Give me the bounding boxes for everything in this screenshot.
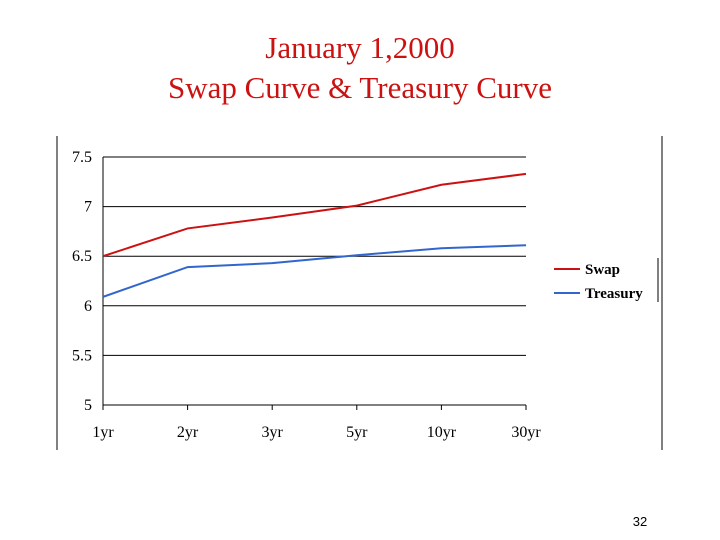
series-line-swap xyxy=(102,172,527,258)
legend-label-swap: Swap xyxy=(585,262,620,278)
y-tick-label: 6 xyxy=(84,298,92,315)
slide-title: January 1,2000 Swap Curve & Treasury Cur… xyxy=(0,28,720,108)
x-tick-label: 10yr xyxy=(427,424,457,441)
title-line-2: Swap Curve & Treasury Curve xyxy=(167,70,553,105)
x-tick-label: 1yr xyxy=(92,424,114,441)
x-tick-label: 2yr xyxy=(177,424,199,441)
y-tick-label: 5.5 xyxy=(72,347,92,364)
legend-label-treasury: Treasury xyxy=(585,286,643,302)
y-tick-label: 7.5 xyxy=(72,149,92,166)
y-tick-label: 5 xyxy=(84,397,92,414)
title-line-1: January 1,2000 xyxy=(265,30,455,65)
y-tick-label: 6.5 xyxy=(72,248,92,265)
x-tick-label: 5yr xyxy=(346,424,368,441)
x-tick-label: 3yr xyxy=(262,424,284,441)
page-number: 32 xyxy=(632,514,648,529)
y-tick-label: 7 xyxy=(84,199,92,216)
x-tick-label: 30yr xyxy=(511,424,541,441)
series-line-treasury xyxy=(102,244,527,298)
